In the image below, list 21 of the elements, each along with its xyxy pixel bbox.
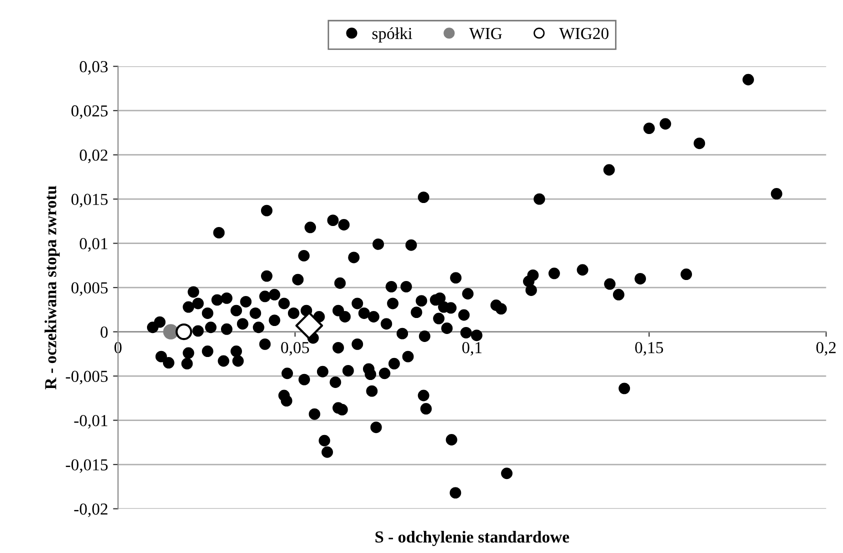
y-tick-label: 0,03 (80, 61, 108, 75)
y-tick-label: 0,01 (80, 238, 108, 252)
x-axis-title: S - odchylenie standardowe (376, 530, 570, 546)
y-tick-label: 0,015 (71, 194, 108, 208)
x-tick-label: 0 (114, 342, 122, 354)
legend-label: spółki (372, 27, 412, 43)
x-tick-label: 0,15 (635, 342, 664, 356)
y-axis-title: R - oczekiwana stopa zwrotu (44, 186, 60, 390)
y-tick-label: -0,015 (66, 459, 108, 473)
legend-label: WIG20 (559, 28, 608, 40)
y-tick-label: -0,005 (66, 370, 108, 384)
x-tick-label: 0,1 (462, 342, 482, 356)
y-tick-label: 0,025 (71, 105, 108, 119)
y-tick-label: 0,005 (71, 282, 108, 296)
y-tick-label: 0 (100, 326, 108, 338)
y-tick-label: -0,02 (74, 503, 108, 518)
y-tick-label: 0,02 (80, 150, 108, 164)
x-tick-label: 0,05 (281, 342, 309, 356)
y-tick-label: -0,01 (74, 414, 108, 429)
legend-label: WIG (469, 28, 502, 40)
x-tick-label: 0,2 (816, 342, 836, 356)
